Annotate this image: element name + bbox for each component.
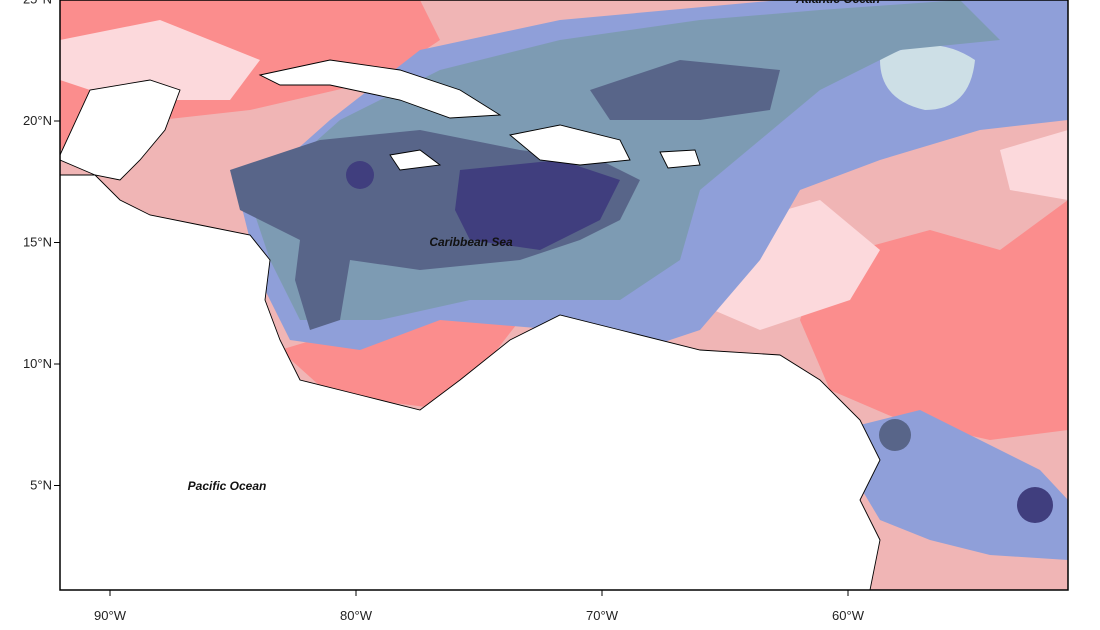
y-tick-label: 20°N: [23, 113, 52, 128]
place-label: Pacific Ocean: [188, 479, 267, 493]
y-tick-label: 25°N: [23, 0, 52, 7]
x-tick-label: 80°W: [340, 608, 373, 623]
contour-field: [60, 0, 1068, 590]
frame: [59, 0, 1069, 591]
y-tick-label: 5°N: [30, 478, 52, 493]
y-tick-label: 15°N: [23, 235, 52, 250]
x-tick-label: 90°W: [94, 608, 127, 623]
x-tick-label: 70°W: [586, 608, 619, 623]
x-tick-label: 60°W: [832, 608, 865, 623]
y-tick-label: 10°N: [23, 356, 52, 371]
place-label: Caribbean Sea: [429, 235, 513, 249]
place-label: Atlantic Ocean: [795, 0, 880, 6]
